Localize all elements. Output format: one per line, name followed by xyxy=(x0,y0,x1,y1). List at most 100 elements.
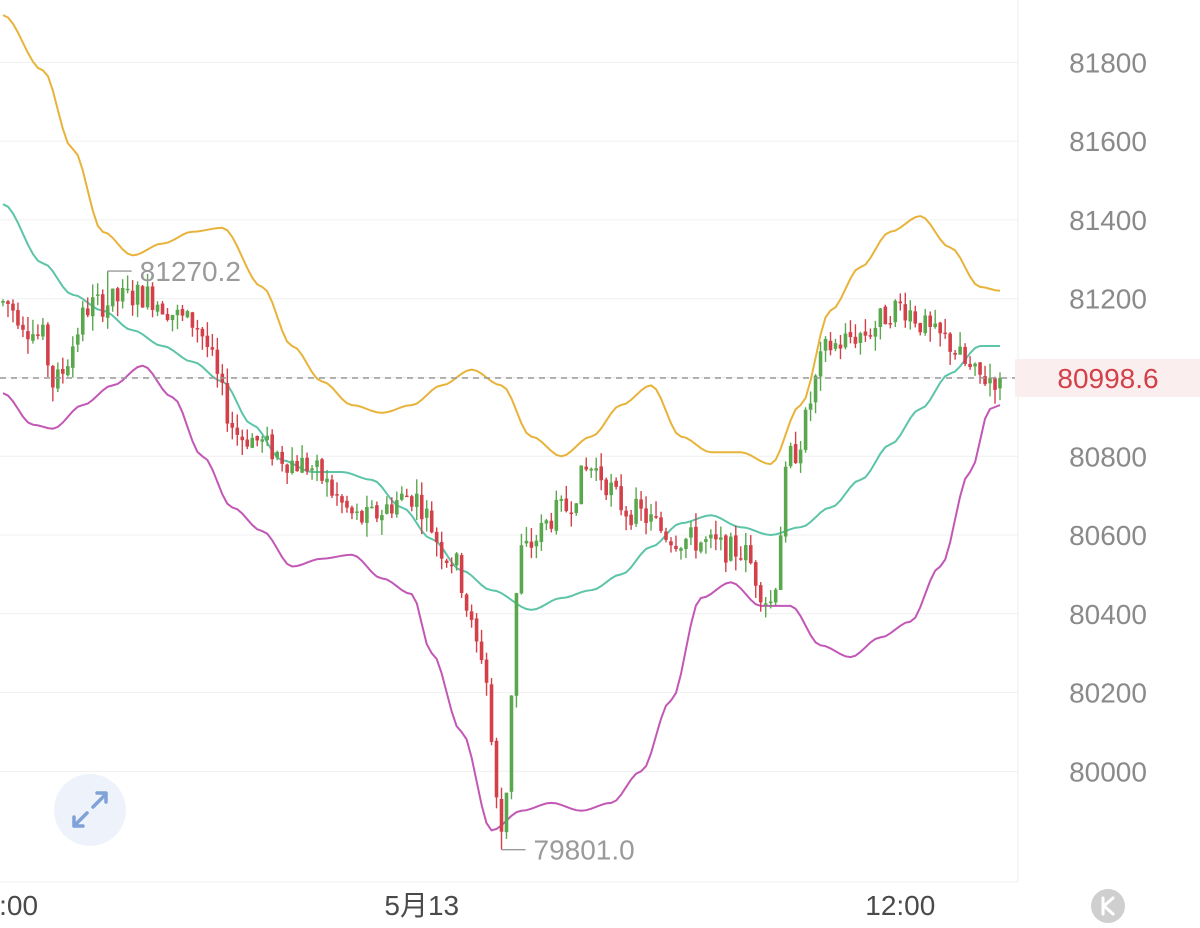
candle-body xyxy=(843,333,848,348)
time-axis: 12:00 5月13 12:00 xyxy=(0,890,935,921)
candle-body xyxy=(70,346,75,368)
candle-body xyxy=(813,375,818,403)
candle-body xyxy=(325,478,329,483)
candle-body xyxy=(130,290,135,306)
candle-body xyxy=(1,300,5,303)
candle-body xyxy=(275,451,279,458)
candle-body xyxy=(85,308,90,316)
price-tick-label: 81200 xyxy=(1069,284,1147,315)
candle-body xyxy=(923,315,928,334)
candle-body xyxy=(973,363,977,367)
candle-body xyxy=(80,307,85,335)
candle-body xyxy=(539,522,544,542)
candle-body xyxy=(479,641,484,661)
candle-body xyxy=(833,343,838,349)
candle-body xyxy=(464,594,469,611)
candle-body xyxy=(285,464,289,473)
candle-body xyxy=(838,344,843,349)
candle-body xyxy=(609,482,613,496)
candle-body xyxy=(828,340,833,351)
candle-body xyxy=(888,323,893,325)
candle-body xyxy=(414,493,419,507)
candle-body xyxy=(993,378,997,390)
candle-body xyxy=(16,310,20,326)
candle-body xyxy=(554,499,559,531)
candle-body xyxy=(753,562,758,586)
candle-body xyxy=(858,333,863,343)
candle-body xyxy=(330,479,334,496)
candle-body xyxy=(305,457,309,472)
k-icon xyxy=(1101,896,1115,916)
candle-body xyxy=(380,515,384,521)
grid-lines xyxy=(0,0,1019,883)
candle-body xyxy=(634,498,638,524)
candle-body xyxy=(763,603,768,605)
candle-body xyxy=(778,535,783,590)
candle-body xyxy=(255,436,260,441)
candle-body xyxy=(958,346,962,355)
price-tick-label: 81600 xyxy=(1069,126,1147,157)
kline-toggle-bg[interactable] xyxy=(1091,889,1125,923)
kline-toggle-button[interactable] xyxy=(1091,889,1125,923)
candle-body xyxy=(724,535,728,563)
price-tick-label: 80800 xyxy=(1069,441,1147,472)
candle-body xyxy=(564,498,569,512)
candle-body xyxy=(913,311,918,324)
candle-body xyxy=(115,288,120,302)
candle-body xyxy=(135,284,140,305)
candle-body xyxy=(948,333,952,352)
candle-body xyxy=(639,499,643,509)
upper-band-line xyxy=(2,14,1001,466)
candle-body xyxy=(56,369,60,389)
candle-body xyxy=(918,323,923,333)
candle-body xyxy=(738,558,743,560)
annotations: 81270.2 79801.0 xyxy=(107,256,635,866)
candle-body xyxy=(868,335,873,337)
candle-body xyxy=(699,542,703,552)
candle-body xyxy=(808,403,813,410)
candle-body xyxy=(385,504,389,514)
candle-body xyxy=(90,297,95,317)
candle-body xyxy=(265,435,269,441)
candle-body xyxy=(215,349,220,374)
candle-body xyxy=(748,545,753,564)
candle-body xyxy=(694,526,698,551)
candle-body xyxy=(454,553,459,566)
candle-body xyxy=(409,496,414,507)
expand-button-bg[interactable] xyxy=(54,774,126,846)
candle-body xyxy=(75,334,80,345)
current-price-tag: 80998.6 xyxy=(1015,359,1200,398)
price-tick-label: 80600 xyxy=(1069,520,1147,551)
candle-body xyxy=(120,287,125,302)
candle-body xyxy=(26,331,30,340)
candle-body xyxy=(400,493,404,500)
candle-body xyxy=(704,539,708,542)
candle-body xyxy=(569,512,574,514)
candle-body xyxy=(803,409,808,450)
candle-body xyxy=(963,346,967,364)
candle-body xyxy=(375,505,379,519)
candle-body xyxy=(280,451,284,464)
candle-body xyxy=(818,351,823,377)
candle-body xyxy=(743,545,748,561)
candle-body xyxy=(439,541,444,559)
price-tick-label: 80000 xyxy=(1069,756,1147,787)
candle-body xyxy=(574,503,579,513)
price-tick-label: 80400 xyxy=(1069,599,1147,630)
candle-body xyxy=(449,564,454,567)
candle-body xyxy=(365,506,369,523)
candle-body xyxy=(51,366,55,388)
candle-body xyxy=(160,303,165,315)
candle-body xyxy=(953,352,957,355)
candle-body xyxy=(504,792,509,833)
candle-body xyxy=(489,684,494,742)
candle-body xyxy=(145,286,150,308)
price-axis: 81800 81600 81400 81200 80800 80600 80400 80200… xyxy=(1069,47,1147,787)
candle-body xyxy=(823,338,828,351)
candle-body xyxy=(938,322,942,334)
candle-body xyxy=(315,460,319,467)
candle-body xyxy=(709,534,713,539)
expand-button[interactable] xyxy=(54,774,126,846)
